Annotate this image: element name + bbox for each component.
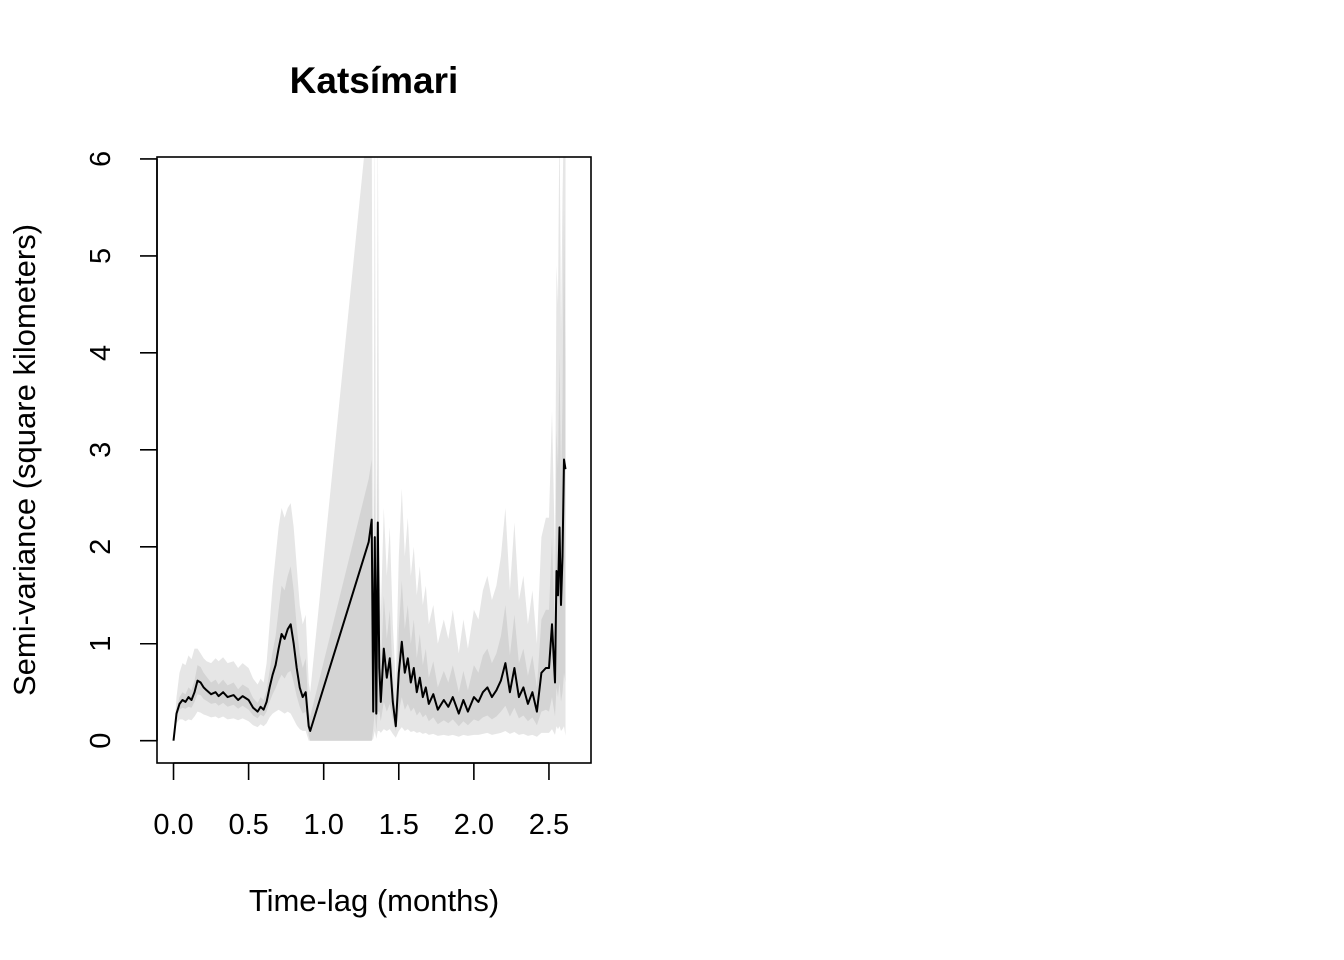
y-axis-label: Semi-variance (square kilometers) <box>7 224 42 696</box>
x-tick-label: 1.0 <box>304 809 344 841</box>
inner-confidence-band <box>173 207 566 741</box>
confidence-bands <box>173 157 566 741</box>
semi-variance-line <box>172 458 567 741</box>
x-tick-label: 2.5 <box>529 809 569 841</box>
y-tick-label: 6 <box>85 151 117 167</box>
y-tick-label: 5 <box>85 248 117 264</box>
chart-title: Katsímari <box>290 60 459 101</box>
x-axis-label: Time-lag (months) <box>249 883 499 918</box>
x-tick-label: 0.5 <box>228 809 268 841</box>
y-tick-label: 1 <box>85 636 117 652</box>
x-tick-label: 2.0 <box>454 809 494 841</box>
y-tick-label: 4 <box>85 345 117 361</box>
x-tick-label: 1.5 <box>379 809 419 841</box>
x-tick-label: 0.0 <box>153 809 193 841</box>
y-tick-label: 3 <box>85 442 117 458</box>
y-axis: 0 1 2 3 4 5 6 <box>85 151 158 749</box>
x-axis: 0.0 0.5 1.0 1.5 2.0 2.5 <box>153 762 569 841</box>
outer-confidence-band <box>173 157 566 741</box>
y-tick-label: 0 <box>85 733 117 749</box>
series-line-group <box>172 458 567 741</box>
plot-area <box>156 156 592 764</box>
y-tick-label: 2 <box>85 539 117 555</box>
